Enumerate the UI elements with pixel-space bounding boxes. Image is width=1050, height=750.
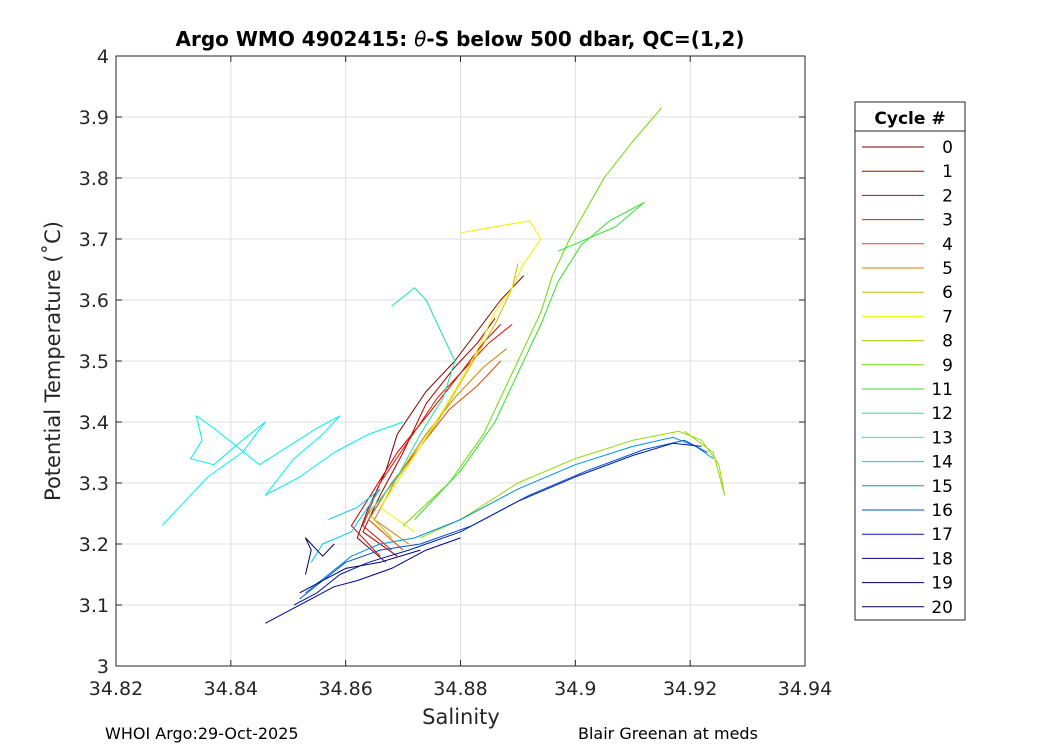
legend-label-cycle-12: 12 xyxy=(931,404,953,424)
x-tick-label: 34.86 xyxy=(318,678,372,700)
x-tick-label: 34.9 xyxy=(554,678,596,700)
series-line-cycle-17 xyxy=(293,442,702,606)
footer-left-text: WHOI Argo:29-Oct-2025 xyxy=(105,724,299,743)
series-line-cycle-19 xyxy=(299,549,421,594)
y-tick-label: 3.5 xyxy=(79,351,109,373)
series-line-cycle-7 xyxy=(379,220,542,533)
legend-label-cycle-7: 7 xyxy=(942,307,953,327)
series-line-cycle-11 xyxy=(414,201,645,520)
series-line-cycle-18 xyxy=(265,537,461,624)
series-line-cycle-12 xyxy=(368,287,456,514)
legend-label-cycle-18: 18 xyxy=(931,549,953,569)
series-line-cycle-20 xyxy=(305,537,335,575)
x-tick-label: 34.94 xyxy=(778,678,832,700)
legend-label-cycle-8: 8 xyxy=(942,332,953,352)
legend-label-cycle-4: 4 xyxy=(942,235,953,255)
legend-label-cycle-17: 17 xyxy=(931,525,953,545)
series-line-cycle-1 xyxy=(362,318,496,557)
series-line-cycle-14 xyxy=(310,488,381,563)
legend-title: Cycle # xyxy=(874,109,945,129)
legend-label-cycle-1: 1 xyxy=(942,162,953,182)
series-line-cycle-9 xyxy=(402,107,662,527)
series-line-cycle-13 xyxy=(161,415,404,527)
legend-label-cycle-5: 5 xyxy=(942,259,953,279)
legend-label-cycle-3: 3 xyxy=(942,211,953,231)
legend-label-cycle-16: 16 xyxy=(931,501,953,521)
y-axis-ticks: 3 3.1 3.2 3.3 3.4 3.5 3.6 3.7 3.8 3.9 4 xyxy=(79,46,805,678)
legend-label-cycle-6: 6 xyxy=(942,283,953,303)
y-tick-label: 3 xyxy=(97,656,109,678)
y-tick-label: 3.4 xyxy=(79,412,109,434)
y-tick-label: 3.9 xyxy=(79,107,109,129)
y-tick-label: 3.8 xyxy=(79,168,109,190)
y-tick-label: 3.1 xyxy=(79,595,109,617)
x-tick-label: 34.82 xyxy=(89,678,143,700)
legend-label-cycle-13: 13 xyxy=(931,428,953,448)
y-tick-label: 3.7 xyxy=(79,229,109,251)
legend-label-cycle-9: 9 xyxy=(942,356,953,376)
x-tick-label: 34.88 xyxy=(433,678,487,700)
legend-label-cycle-2: 2 xyxy=(942,186,953,206)
y-tick-label: 3.3 xyxy=(79,473,109,495)
legend-label-cycle-15: 15 xyxy=(931,477,953,497)
x-tick-label: 34.84 xyxy=(204,678,258,700)
x-tick-label: 34.92 xyxy=(663,678,717,700)
x-axis-label: Salinity xyxy=(422,705,500,729)
legend-label-cycle-20: 20 xyxy=(931,598,953,618)
legend-label-cycle-0: 0 xyxy=(942,138,953,158)
legend-box xyxy=(854,101,966,621)
legend-label-cycle-11: 11 xyxy=(931,380,953,400)
y-tick-label: 3.2 xyxy=(79,534,109,556)
series-line-cycle-8 xyxy=(420,430,726,539)
legend-label-cycle-19: 19 xyxy=(931,574,953,594)
series-line-cycle-3 xyxy=(362,324,513,551)
y-tick-label: 3.6 xyxy=(79,290,109,312)
series-line-cycle-15 xyxy=(305,436,714,594)
footer-right-text: Blair Greenan at meds xyxy=(578,724,758,743)
y-axis-label: Potential Temperature (˚C) xyxy=(41,221,65,501)
y-tick-label: 4 xyxy=(97,46,109,68)
legend-label-cycle-14: 14 xyxy=(931,453,953,473)
x-axis-ticks: 34.82 34.84 34.86 34.88 34.9 34.92 34.94 xyxy=(89,56,832,700)
series-layer xyxy=(161,107,726,624)
chart-title: Argo WMO 4902415: θ-S below 500 dbar, QC… xyxy=(176,27,745,51)
series-line-cycle-0 xyxy=(356,275,525,563)
